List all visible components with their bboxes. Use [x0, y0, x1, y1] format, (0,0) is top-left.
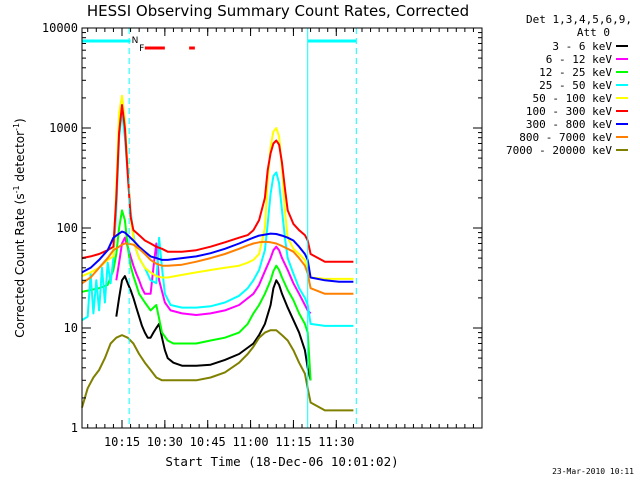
legend-header: Att 0 [577, 26, 610, 39]
y-tick-label: 1 [71, 421, 78, 435]
series-layer [81, 94, 354, 412]
series-line-0 [115, 275, 312, 381]
flare-label: F [139, 44, 144, 54]
y-axis-label-mid: detector [13, 131, 27, 186]
y-axis-label-sup1: -1 [12, 185, 21, 193]
legend-label: 800 - 7000 keV [519, 131, 612, 144]
chart-title: HESSI Observing Summary Count Rates, Cor… [87, 2, 469, 20]
x-tick-label: 11:30 [318, 435, 354, 449]
legend-label: 300 - 800 keV [526, 118, 612, 131]
x-tick-label: 11:15 [275, 435, 311, 449]
marker-layer: NF [82, 28, 357, 428]
legend-label: 25 - 50 keV [539, 79, 612, 92]
series-line-1 [115, 236, 312, 316]
series-line-8 [81, 329, 354, 412]
y-tick-label: 100 [56, 221, 78, 235]
legend-label: 7000 - 20000 keV [506, 144, 612, 157]
night-label: N [132, 36, 139, 46]
legend-label: 50 - 100 keV [533, 92, 613, 105]
x-axis-label: Start Time (18-Dec-06 10:01:02) [165, 454, 398, 469]
x-tick-label: 11:00 [233, 435, 269, 449]
x-tick-label: 10:30 [147, 435, 183, 449]
series-line-7 [81, 240, 354, 295]
y-tick-label: 10000 [42, 21, 78, 35]
x-tick-label: 10:45 [190, 435, 226, 449]
y-axis-label-main: Corrected Count Rate (s [13, 193, 27, 337]
series-line-4 [81, 94, 354, 280]
legend-label: 3 - 6 keV [552, 40, 612, 53]
x-tick-label: 10:15 [104, 435, 140, 449]
series-line-6 [81, 230, 354, 283]
legend-label: 6 - 12 keV [546, 53, 613, 66]
legend-label: 100 - 300 keV [526, 105, 612, 118]
series-line-5 [81, 104, 354, 263]
y-axis-label: Corrected Count Rate (s-1 detector-1) [12, 118, 27, 337]
y-axis-label-end: ) [13, 118, 27, 123]
plot-frame [81, 27, 483, 429]
y-axis-label-sup2: -1 [12, 123, 21, 131]
tick-layer: 10:15 10:30 10:45 11:00 11:15 11:30 1 10 100 1000… [42, 21, 482, 449]
series-line-2 [81, 209, 312, 381]
timestamp: 23-Mar-2010 10:11 [552, 467, 634, 476]
legend-header: Det 1,3,4,5,6,9, [526, 13, 632, 26]
y-tick-label: 1000 [49, 121, 78, 135]
legend-label: 12 - 25 keV [539, 66, 612, 79]
y-tick-label: 10 [64, 321, 78, 335]
series-line-3 [81, 110, 354, 327]
